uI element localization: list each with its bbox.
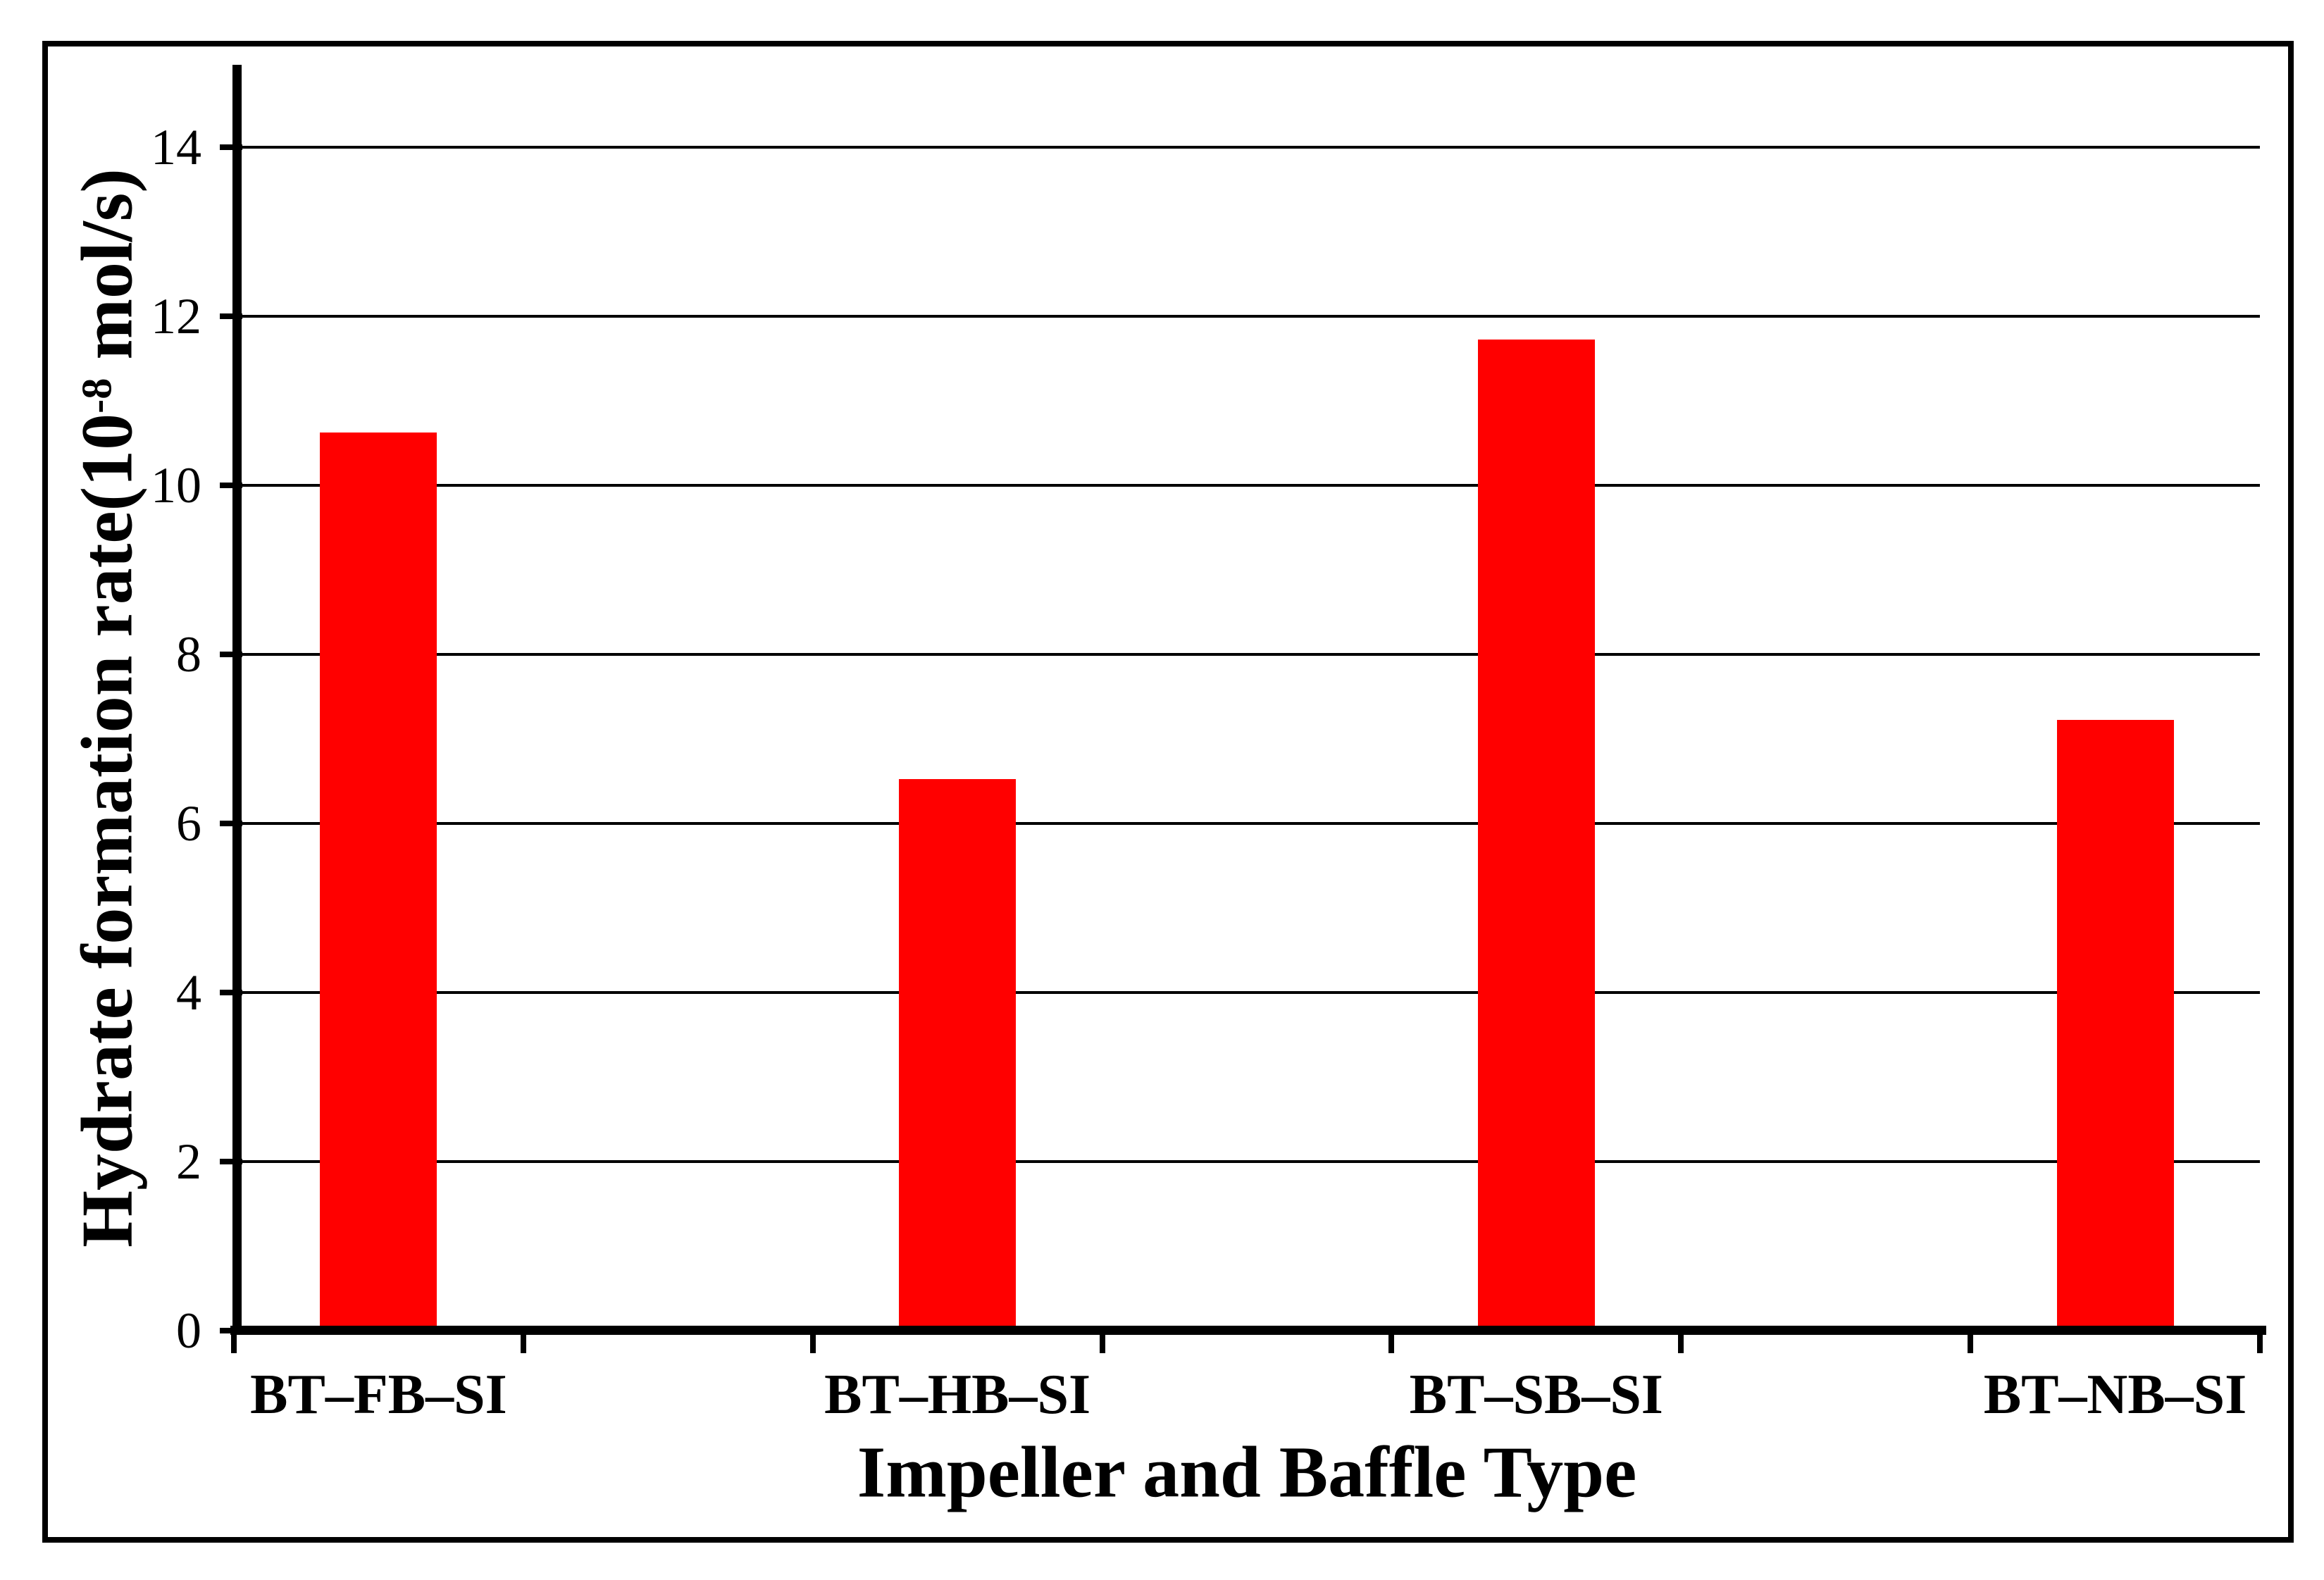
category-label: BT–FB–SI <box>250 1364 507 1426</box>
y-axis-tick-label: 10 <box>151 457 201 514</box>
x-axis-tick <box>2257 1335 2263 1353</box>
x-axis-line <box>230 1326 2266 1335</box>
x-axis-tick <box>1388 1335 1395 1353</box>
gridline <box>242 146 2260 149</box>
category-label: BT–NB–SI <box>1983 1364 2247 1426</box>
y-axis-tick-label: 0 <box>176 1302 201 1359</box>
x-axis-tick <box>1968 1335 1974 1353</box>
y-axis-tick-label: 6 <box>176 795 201 852</box>
figure-border <box>42 41 2294 1543</box>
y-axis-tick-label: 4 <box>176 964 201 1021</box>
y-axis-title: Hydrate formation rate(10-8 mol/s) <box>66 168 149 1248</box>
y-axis-tick <box>220 144 242 150</box>
x-axis-tick <box>1678 1335 1684 1353</box>
x-axis-tick <box>809 1335 816 1353</box>
x-axis-tick <box>231 1335 237 1353</box>
gridline <box>242 991 2260 994</box>
category-label: BT–HB–SI <box>824 1364 1091 1426</box>
gridline <box>242 1160 2260 1163</box>
bar <box>899 779 1017 1329</box>
bar <box>320 433 437 1329</box>
bar <box>2056 720 2174 1329</box>
y-axis-tick <box>220 990 242 995</box>
y-axis-tick <box>220 483 242 488</box>
y-axis-tick <box>220 1159 242 1164</box>
y-axis-tick <box>220 1328 242 1333</box>
y-axis-tick-label: 8 <box>176 626 201 683</box>
y-axis-tick-label: 2 <box>176 1133 201 1190</box>
gridline <box>242 822 2260 825</box>
y-axis-tick <box>220 821 242 826</box>
gridline <box>242 315 2260 318</box>
category-label: BT–SB–SI <box>1409 1364 1663 1426</box>
bar <box>1477 340 1595 1329</box>
gridline <box>242 484 2260 487</box>
y-axis-tick-label: 14 <box>151 119 201 175</box>
y-axis-tick <box>220 652 242 657</box>
y-axis-title-prefix: Hydrate formation rate(10 <box>66 413 148 1248</box>
x-axis-title: Impeller and Baffle Type <box>857 1431 1637 1513</box>
y-axis-tick <box>220 313 242 319</box>
y-axis-title-suffix: mol/s) <box>66 168 148 378</box>
y-axis-title-superscript: -8 <box>73 378 121 413</box>
gridline <box>242 653 2260 656</box>
x-axis-tick <box>520 1335 526 1353</box>
y-axis-tick-label: 12 <box>151 288 201 344</box>
x-axis-tick <box>1099 1335 1105 1353</box>
y-axis-line <box>232 65 242 1335</box>
